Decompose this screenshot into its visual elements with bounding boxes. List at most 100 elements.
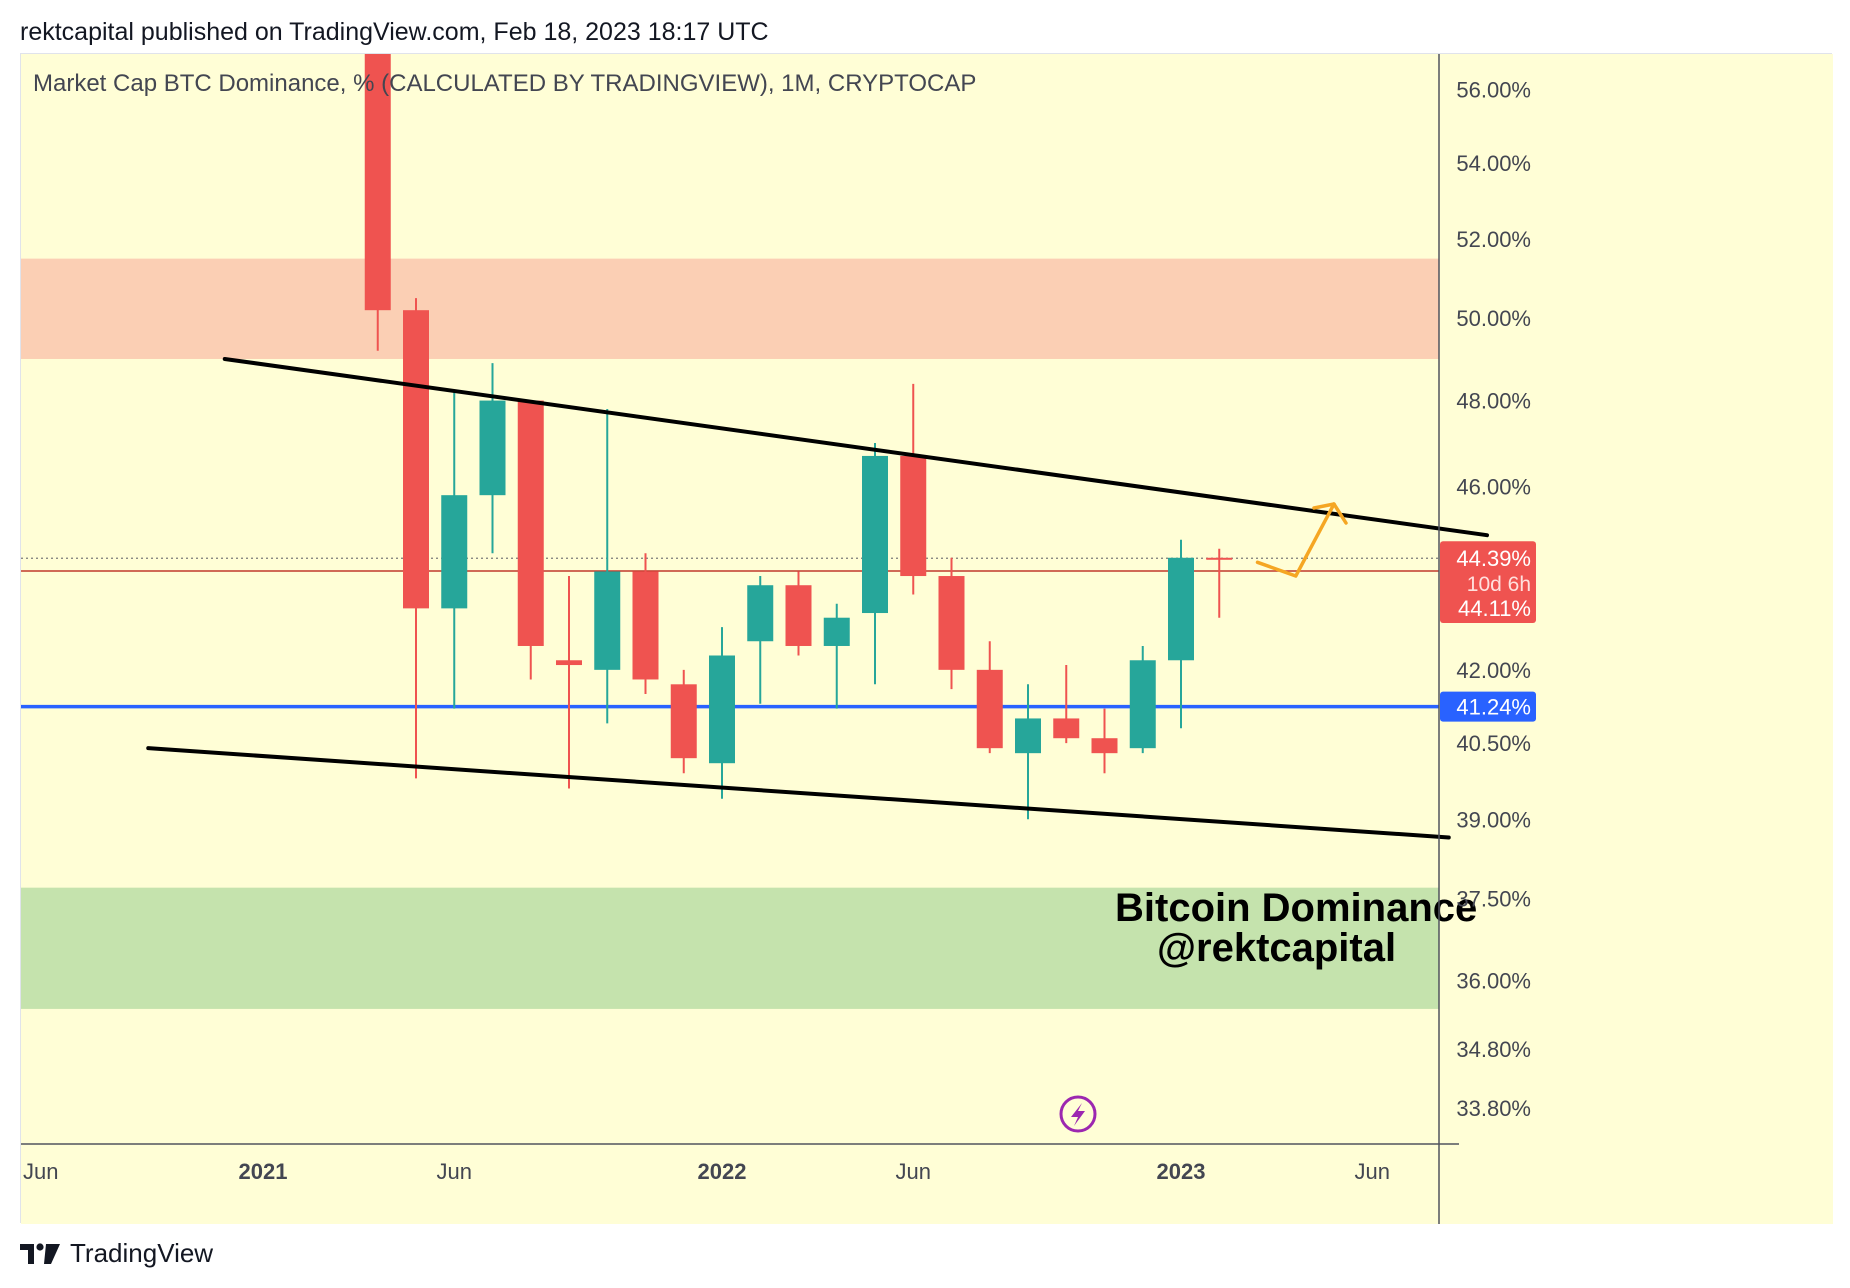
candle-2022-12[interactable] xyxy=(1129,645,1156,754)
candles-layer xyxy=(364,54,1233,820)
candle-body xyxy=(556,660,582,666)
last-price-value: 44.11% xyxy=(1458,596,1531,621)
y-tick-label: 46.00% xyxy=(1456,474,1531,499)
candle-2022-06[interactable] xyxy=(900,383,927,595)
projection-arrowhead xyxy=(1312,502,1348,525)
chart-container[interactable]: Market Cap BTC Dominance, % (CALCULATED … xyxy=(20,53,1833,1224)
candle-body xyxy=(1129,660,1156,749)
candle-body xyxy=(441,495,468,609)
candle-2022-09[interactable] xyxy=(1015,684,1041,820)
price-axis-background[interactable] xyxy=(1439,54,1833,1224)
candle-body xyxy=(900,455,927,577)
support-price-value: 41.24% xyxy=(1456,695,1531,720)
y-tick-label: 33.80% xyxy=(1456,1096,1531,1121)
y-tick-label: 40.50% xyxy=(1456,731,1531,756)
y-tick-label: 42.00% xyxy=(1456,658,1531,683)
candle-body xyxy=(1015,718,1041,754)
candle-body xyxy=(823,617,850,646)
candle-2021-06[interactable] xyxy=(441,392,468,709)
lightning-icon-bolt xyxy=(1071,1103,1085,1126)
x-tick-label: 2021 xyxy=(239,1159,288,1184)
support-price-label-bg xyxy=(1440,691,1536,722)
candle-2021-12[interactable] xyxy=(670,669,697,774)
candle-body xyxy=(670,684,697,759)
tradingview-brand: TradingView xyxy=(70,1238,214,1268)
candle-body xyxy=(403,310,429,609)
candle-2022-02[interactable] xyxy=(747,576,774,704)
candle-2022-10[interactable] xyxy=(1053,665,1080,744)
candle-body xyxy=(632,571,659,680)
current-price-label[interactable]: 44.39%10d 6h xyxy=(1440,541,1536,602)
y-tick-label: 34.80% xyxy=(1456,1037,1531,1062)
candle-2022-01[interactable] xyxy=(709,627,735,799)
x-tick-label: 2023 xyxy=(1157,1159,1206,1184)
candle-body xyxy=(517,400,544,646)
candle-body xyxy=(364,54,391,311)
candle-2023-02[interactable] xyxy=(1206,548,1233,618)
resistance-zone xyxy=(21,258,1439,359)
y-tick-label: 36.00% xyxy=(1456,969,1531,994)
y-tick-label: 54.00% xyxy=(1456,151,1531,176)
candle-body xyxy=(1206,557,1233,560)
upper-trendline[interactable] xyxy=(222,356,1489,538)
candle-body xyxy=(1053,718,1080,739)
tradingview-logo-icon xyxy=(20,1242,60,1264)
candle-body xyxy=(594,571,621,670)
time-axis-background[interactable] xyxy=(21,1144,1439,1224)
trendlines-layer xyxy=(146,356,1489,840)
y-tick-label: 37.50% xyxy=(1456,886,1531,911)
btc-dominance-chart[interactable]: Market Cap BTC Dominance, % (CALCULATED … xyxy=(21,54,1833,1224)
candle-2022-08[interactable] xyxy=(976,641,1003,754)
countdown-value: 10d 6h xyxy=(1467,573,1531,596)
projection-path[interactable] xyxy=(1255,502,1336,578)
candle-2021-08[interactable] xyxy=(517,400,544,680)
support-zone xyxy=(21,887,1439,1009)
candle-body xyxy=(938,576,965,670)
candle-body xyxy=(709,655,735,764)
x-tick-label: Jun xyxy=(1355,1159,1390,1184)
y-tick-label: 52.00% xyxy=(1456,227,1531,252)
watermark-line-1: Bitcoin Dominance xyxy=(1115,886,1477,930)
last-price-label-bg xyxy=(1440,592,1536,623)
chart-title: Market Cap BTC Dominance, % (CALCULATED … xyxy=(33,70,976,97)
current-price-label-bg xyxy=(1440,541,1536,602)
x-tick-label: Jun xyxy=(437,1159,472,1184)
y-tick-label: 39.00% xyxy=(1456,807,1531,832)
support-price-label[interactable]: 41.24% xyxy=(1440,691,1536,722)
candle-body xyxy=(862,455,888,614)
y-tick-label: 56.00% xyxy=(1456,78,1531,103)
candle-2022-11[interactable] xyxy=(1091,708,1118,774)
lightning-icon[interactable] xyxy=(1059,1095,1097,1133)
x-tick-label: Jun xyxy=(23,1159,58,1184)
current-price-value: 44.39% xyxy=(1456,546,1531,571)
price-axis: 56.00% 54.00% 52.00% 50.00% 48.00% 46.00% 42.0… xyxy=(1438,54,1531,1224)
candle-2022-05[interactable] xyxy=(862,443,888,685)
watermark-line-2: @rektcapital xyxy=(1157,926,1396,970)
projection-layer xyxy=(1255,502,1348,578)
candle-2021-09[interactable] xyxy=(556,576,582,789)
candle-2022-07[interactable] xyxy=(938,557,965,690)
candle-2023-01[interactable] xyxy=(1168,539,1194,729)
zones-layer xyxy=(21,258,1439,1009)
footer: TradingView xyxy=(20,1238,213,1269)
watermark-layer: Bitcoin Dominance @rektcapital xyxy=(1115,886,1477,970)
candle-body xyxy=(1168,557,1194,661)
x-tick-label: 2022 xyxy=(698,1159,747,1184)
candle-2022-04[interactable] xyxy=(823,603,850,709)
lower-trendline[interactable] xyxy=(146,746,1451,840)
candle-2021-11[interactable] xyxy=(632,553,659,694)
last-price-label[interactable]: 44.11% xyxy=(1440,592,1536,623)
y-tick-label: 48.00% xyxy=(1456,389,1531,414)
candle-body xyxy=(479,400,506,496)
x-tick-label: Jun xyxy=(896,1159,931,1184)
time-axis: Jun2021Jun2022Jun2023Jun2024 xyxy=(21,1143,1833,1224)
candle-2021-04[interactable] xyxy=(364,54,391,351)
candle-body xyxy=(785,585,812,646)
candle-2022-03[interactable] xyxy=(785,571,812,656)
candle-body xyxy=(1091,738,1118,754)
candle-2021-05[interactable] xyxy=(403,298,429,779)
candle-2021-10[interactable] xyxy=(594,408,621,724)
candle-body xyxy=(747,585,774,642)
y-tick-label: 50.00% xyxy=(1456,306,1531,331)
